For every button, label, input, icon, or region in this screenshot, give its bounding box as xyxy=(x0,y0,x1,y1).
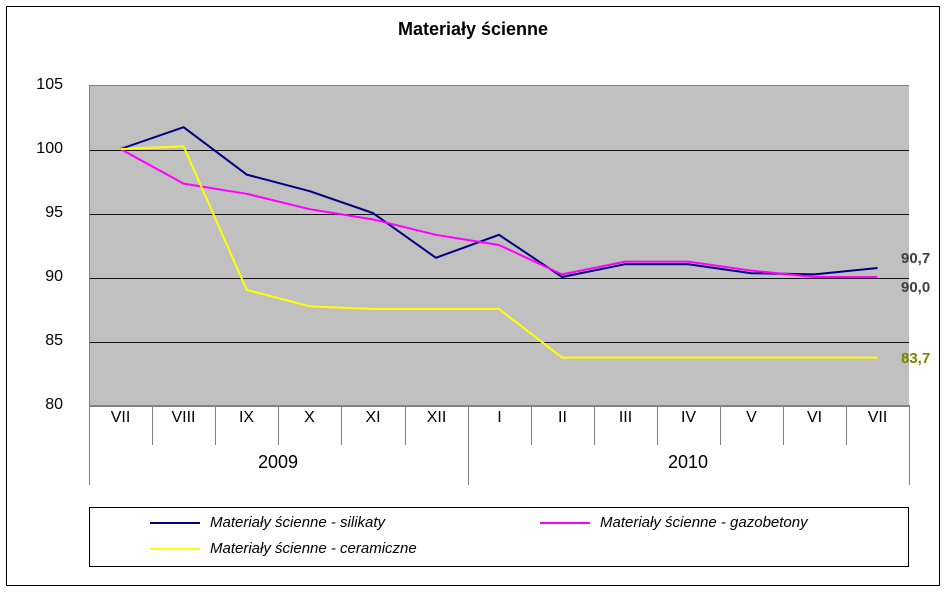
xlabel: VII xyxy=(868,409,888,427)
xlabel: VI xyxy=(807,409,822,427)
end-label-ceramiczne: 83,7 xyxy=(901,350,930,367)
xtick-boundary xyxy=(846,405,847,445)
xlabel: IX xyxy=(239,409,254,427)
xlabel: I xyxy=(497,409,501,427)
xtick-boundary xyxy=(594,405,595,445)
xlabel: V xyxy=(746,409,757,427)
xtick-boundary xyxy=(783,405,784,445)
xlabel: IV xyxy=(681,409,696,427)
legend-swatch xyxy=(150,522,200,524)
xlabel: X xyxy=(304,409,315,427)
chart-container: Materiały ścienne 80 85 90 95 100 105 VI… xyxy=(6,6,940,586)
chart-title: Materiały ścienne xyxy=(7,19,939,40)
ytick-90: 90 xyxy=(13,268,63,286)
xlabel: III xyxy=(619,409,632,427)
xtick-boundary xyxy=(657,405,658,445)
legend-label: Materiały ścienne - silikaty xyxy=(210,514,385,531)
legend-swatch xyxy=(540,522,590,524)
year-label-2010: 2010 xyxy=(668,452,708,473)
xtick-boundary xyxy=(278,405,279,445)
x-axis xyxy=(89,405,909,406)
series-silikaty xyxy=(121,127,878,277)
xtick-boundary xyxy=(405,405,406,445)
xtick-boundary xyxy=(909,405,910,485)
legend-label: Materiały ścienne - gazobetony xyxy=(600,514,808,531)
series-svg xyxy=(89,85,909,405)
xlabel: VII xyxy=(111,409,131,427)
end-label-gazobetony: 90,0 xyxy=(901,279,930,296)
series-ceramiczne xyxy=(121,146,878,357)
xlabel: VIII xyxy=(171,409,195,427)
end-label-silikaty: 90,7 xyxy=(901,250,930,267)
year-label-2009: 2009 xyxy=(258,452,298,473)
ytick-95: 95 xyxy=(13,204,63,222)
legend: Materiały ścienne - silikaty Materiały ś… xyxy=(89,507,909,567)
legend-label: Materiały ścienne - ceramiczne xyxy=(210,540,417,557)
xtick-boundary xyxy=(152,405,153,445)
xtick-boundary xyxy=(531,405,532,445)
legend-item-gazobetony: Materiały ścienne - gazobetony xyxy=(540,514,808,531)
legend-item-ceramiczne: Materiały ścienne - ceramiczne xyxy=(150,540,417,557)
legend-swatch xyxy=(150,548,200,550)
series-gazobetony xyxy=(121,149,878,277)
ytick-80: 80 xyxy=(13,396,63,414)
legend-item-silikaty: Materiały ścienne - silikaty xyxy=(150,514,385,531)
xlabel: II xyxy=(558,409,567,427)
ytick-100: 100 xyxy=(13,140,63,158)
xtick-boundary xyxy=(215,405,216,445)
xlabel: XI xyxy=(365,409,380,427)
xlabel: XII xyxy=(427,409,447,427)
ytick-105: 105 xyxy=(13,76,63,94)
xtick-boundary xyxy=(89,405,90,485)
ytick-85: 85 xyxy=(13,332,63,350)
xtick-boundary xyxy=(720,405,721,445)
xtick-boundary xyxy=(341,405,342,445)
xtick-boundary xyxy=(468,405,469,485)
